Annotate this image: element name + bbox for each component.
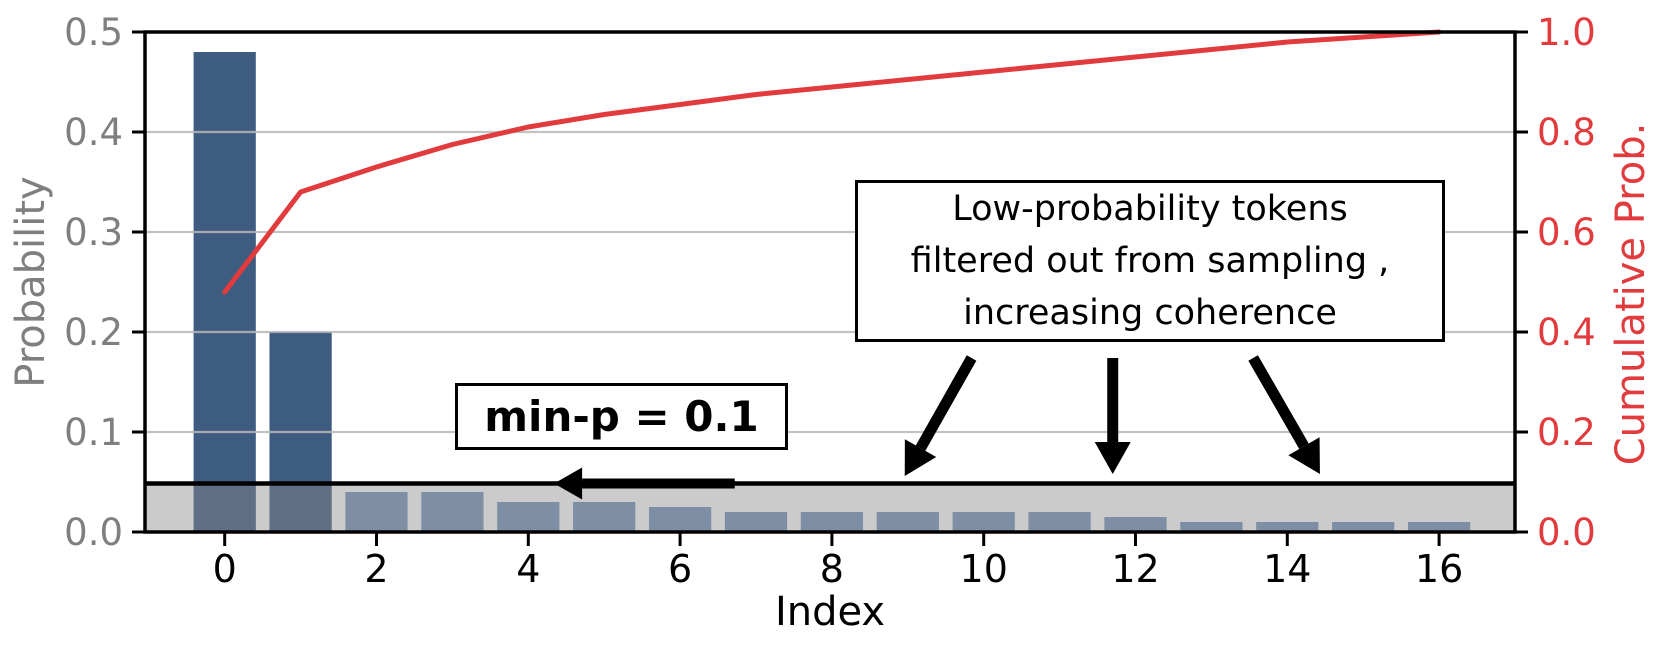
x-tick-label: 2 <box>364 547 388 591</box>
x-tick-label: 6 <box>668 547 692 591</box>
probability-bar-shaded-base <box>193 483 256 532</box>
probability-bar-filtered <box>800 512 864 532</box>
probability-bar-filtered <box>1180 522 1243 532</box>
probability-bar-filtered <box>421 492 484 532</box>
probability-bar-filtered <box>345 492 408 532</box>
min-p-arrow-head <box>554 467 583 500</box>
filtered-pointer-arrow-shaft <box>1248 355 1309 450</box>
x-tick-label: 12 <box>1111 547 1159 591</box>
probability-bar-filtered <box>497 502 560 532</box>
x-tick-label: 14 <box>1263 547 1311 591</box>
y-tick-label-right: 0.6 <box>1537 211 1596 254</box>
probability-bar-shaded-base <box>269 483 332 532</box>
probability-bar-filtered <box>876 512 939 532</box>
y-tick-label-right: 0.2 <box>1537 411 1596 454</box>
x-axis-label: Index <box>775 589 885 635</box>
y-axis-label-right: Cumulative Prob. <box>1608 123 1654 466</box>
plot-border <box>143 30 1517 534</box>
y-tick-label-right: 0.8 <box>1537 111 1596 154</box>
filtered-pointer-arrow-head <box>1288 437 1320 474</box>
probability-bar-filtered <box>1028 512 1091 532</box>
filtered-tokens-line-2: filtered out from sampling , <box>910 241 1390 281</box>
y-tick-label-left: 0.2 <box>64 311 123 354</box>
cumulative-prob-line <box>222 29 1442 295</box>
filtered-tokens-line-1: Low-probability tokens <box>952 189 1348 229</box>
y-tick-label-right: 0.4 <box>1537 311 1596 354</box>
x-tick-label: 4 <box>516 547 540 591</box>
filtered-pointer-arrow-head <box>904 439 937 476</box>
y-tick-label-left: 0.4 <box>64 111 123 154</box>
x-tick-label: 16 <box>1415 547 1463 591</box>
probability-bar-filtered <box>1104 517 1167 532</box>
y-tick-label-left: 0.0 <box>64 511 123 554</box>
filtered-tokens-line-3: increasing coherence <box>963 293 1337 333</box>
y-tick-label-right: 0.0 <box>1537 511 1596 554</box>
y-tick-label-left: 0.5 <box>64 11 123 54</box>
min-p-annotation-text: min-p = 0.1 <box>484 392 759 441</box>
probability-bar-filtered <box>1407 522 1471 532</box>
probability-bar-filtered <box>648 507 712 532</box>
y-tick-label-left: 0.3 <box>64 211 123 254</box>
y-tick-label-right: 1.0 <box>1537 11 1596 54</box>
x-tick-label: 0 <box>213 547 237 591</box>
x-tick-label: 8 <box>820 547 844 591</box>
min-p-annotation-box: min-p = 0.1 <box>455 383 788 450</box>
filtered-pointer-arrow-head <box>1094 442 1131 474</box>
probability-bar-filtered <box>1332 522 1395 532</box>
filtered-tokens-annotation-box: Low-probability tokens filtered out from… <box>855 180 1445 342</box>
probability-bar-filtered <box>724 512 788 532</box>
y-tick-label-left: 0.1 <box>64 411 123 454</box>
probability-bar-filtered <box>573 502 636 532</box>
y-axis-label-left: Probability <box>8 176 54 387</box>
probability-bar <box>269 332 332 484</box>
filtered-pointer-arrow-shaft <box>915 355 977 451</box>
probability-bar-filtered <box>952 512 1015 532</box>
probability-bar <box>193 52 256 484</box>
x-tick-label: 10 <box>960 547 1008 591</box>
probability-bar-filtered <box>1256 522 1319 532</box>
